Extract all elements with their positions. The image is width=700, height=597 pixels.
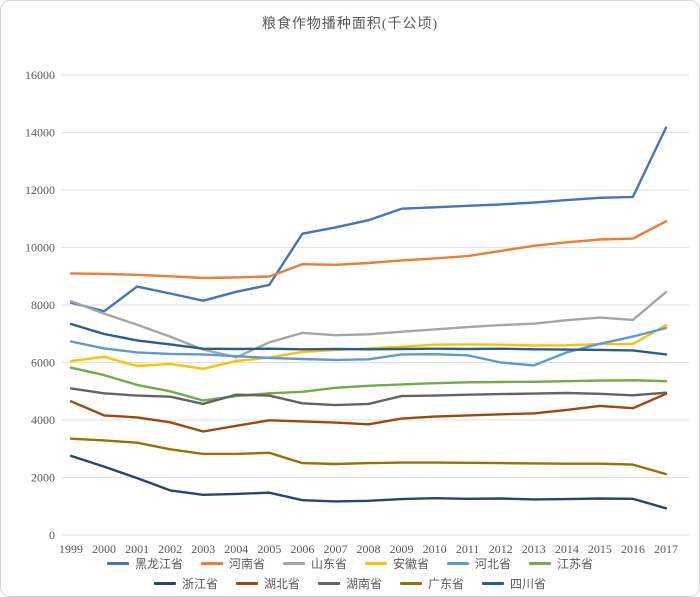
line-chart-svg: 0 2000 4000 6000 8000 10000 12000 14000 16000 199…	[25, 68, 689, 556]
series-line-4	[69, 326, 668, 367]
legend-item: 湖北省	[235, 575, 300, 592]
legend-line-swatch	[365, 562, 387, 565]
x-axis-tick-label: 2017	[654, 542, 678, 555]
legend-item: 河北省	[447, 555, 511, 572]
legend-label: 江苏省	[557, 557, 594, 571]
series-line-10	[69, 322, 668, 356]
series-line-2	[69, 290, 668, 359]
legend-label: 山东省	[310, 557, 347, 571]
y-axis-tick-label: 0	[49, 528, 55, 542]
legend-line-swatch	[482, 582, 505, 585]
x-axis-tick-label: 2007	[323, 542, 347, 555]
legend-line-swatch	[200, 562, 223, 565]
x-axis-tick-label: 2010	[423, 542, 447, 555]
series-line-0	[69, 126, 668, 313]
x-axis-tick-label: 2005	[257, 542, 281, 555]
legend-label: 安徽省	[393, 557, 430, 571]
x-axis-tick-label: 2008	[357, 542, 381, 555]
x-axis-tick-label: 2004	[224, 542, 248, 555]
legend-line-swatch	[400, 582, 422, 585]
chart-legend: 黑龙江省 河南省 山东省 安徽省 河北省 江苏省浙江省 湖北省 湖南省 广东省 四川省	[1, 555, 699, 592]
legend-line-swatch	[447, 562, 470, 565]
y-axis-tick-label: 14000	[25, 126, 55, 140]
legend-label: 黑龙江省	[134, 557, 183, 571]
legend-item: 山东省	[282, 555, 347, 572]
x-axis-tick-label: 2013	[522, 542, 546, 555]
legend-label: 湖南省	[345, 577, 382, 591]
x-axis-tick-label: 2000	[92, 542, 116, 555]
x-axis-tick-label: 2009	[390, 542, 414, 555]
x-axis-tick-label: 2015	[588, 542, 612, 555]
legend-label: 河北省	[475, 557, 512, 571]
legend-row-2: 浙江省 湖北省 湖南省 广东省 四川省	[145, 575, 555, 592]
legend-item: 广东省	[400, 575, 464, 592]
legend-item: 江苏省	[529, 555, 593, 572]
legend-line-swatch	[235, 582, 258, 585]
x-axis-tick-label: 2016	[621, 542, 645, 555]
y-axis-tick-label: 6000	[31, 356, 55, 370]
series-line-6	[69, 454, 668, 510]
legend-item: 湖南省	[317, 575, 382, 592]
legend-line-swatch	[106, 562, 129, 565]
series-line-7	[69, 392, 668, 433]
legend-line-swatch	[153, 582, 176, 585]
series-line-9	[69, 437, 668, 476]
y-axis-tick-label: 8000	[31, 298, 55, 312]
y-axis-tick-label: 2000	[31, 471, 55, 485]
x-axis-tick-label: 2012	[489, 542, 513, 555]
y-axis-tick-label: 4000	[31, 413, 55, 427]
legend-item: 四川省	[482, 575, 546, 592]
y-axis-tick-label: 12000	[25, 183, 55, 197]
line-chart-plot-area: 0 2000 4000 6000 8000 10000 12000 14000 16000 199…	[1, 49, 699, 556]
legend-line-swatch	[529, 562, 552, 565]
legend-item: 浙江省	[153, 575, 218, 592]
x-axis-tick-label: 2014	[555, 542, 579, 555]
x-axis-tick-label: 2003	[191, 542, 215, 555]
series-line-5	[69, 366, 668, 402]
chart-title: 粮食作物播种面积(千公顷)	[261, 17, 439, 32]
legend-item: 河南省	[200, 555, 265, 572]
legend-label: 四川省	[510, 577, 547, 591]
x-axis-tick-label: 2006	[290, 542, 314, 555]
x-axis-tick-label: 1999	[59, 542, 83, 555]
x-axis-tick-label: 2002	[158, 542, 182, 555]
legend-label: 河南省	[228, 557, 265, 571]
x-axis-tick-label: 2001	[125, 542, 149, 555]
legend-row-1: 黑龙江省 河南省 山东省 安徽省 河北省 江苏省	[98, 555, 602, 572]
legend-item: 黑龙江省	[106, 555, 183, 572]
legend-item: 安徽省	[365, 555, 429, 572]
legend-label: 浙江省	[181, 577, 218, 591]
legend-label: 湖北省	[263, 577, 300, 591]
legend-label: 广东省	[428, 577, 465, 591]
legend-line-swatch	[282, 562, 305, 565]
y-axis-tick-label: 10000	[25, 241, 55, 255]
series-line-1	[69, 220, 668, 280]
legend-line-swatch	[317, 582, 340, 585]
y-axis-tick-label: 16000	[25, 68, 55, 82]
series-line-8	[69, 387, 668, 407]
x-axis-tick-label: 2011	[456, 542, 480, 555]
